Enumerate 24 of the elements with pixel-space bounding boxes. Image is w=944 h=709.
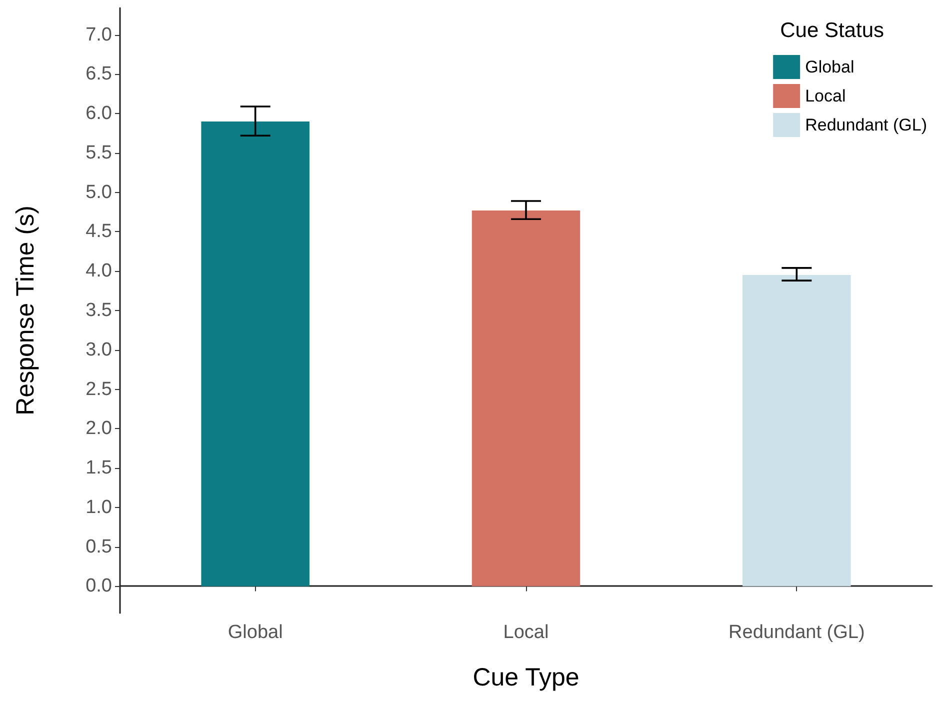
y-tick-label: 6.0	[86, 103, 112, 124]
legend-title: Cue Status	[780, 19, 884, 42]
y-tick-label: 2.5	[86, 378, 112, 400]
x-tick-label: Local	[503, 622, 549, 643]
y-tick-label: 4.5	[86, 221, 112, 242]
y-tick-label: 7.0	[86, 24, 112, 46]
y-tick-label: 1.5	[86, 458, 112, 479]
y-tick-label: 6.5	[86, 64, 112, 85]
y-tick-label: 5.5	[86, 142, 112, 164]
legend-label: Local	[805, 86, 846, 106]
y-axis-title: Response Time (s)	[12, 206, 40, 416]
y-tick-label: 1.0	[86, 496, 112, 518]
x-tick-label: Global	[228, 622, 283, 643]
y-tick-label: 0.0	[86, 576, 112, 597]
y-tick-label: 0.5	[86, 536, 112, 558]
y-tick-label: 4.0	[86, 260, 112, 282]
legend-label: Redundant (GL)	[805, 116, 927, 134]
legend-label: Global	[805, 58, 854, 76]
x-tick-label: Redundant (GL)	[728, 622, 865, 643]
y-tick-label: 2.0	[86, 418, 112, 440]
y-tick-label: 3.5	[86, 300, 112, 321]
y-tick-label: 5.0	[86, 182, 112, 203]
y-tick-label: 3.0	[86, 339, 112, 360]
x-axis-title: Cue Type	[472, 664, 580, 692]
